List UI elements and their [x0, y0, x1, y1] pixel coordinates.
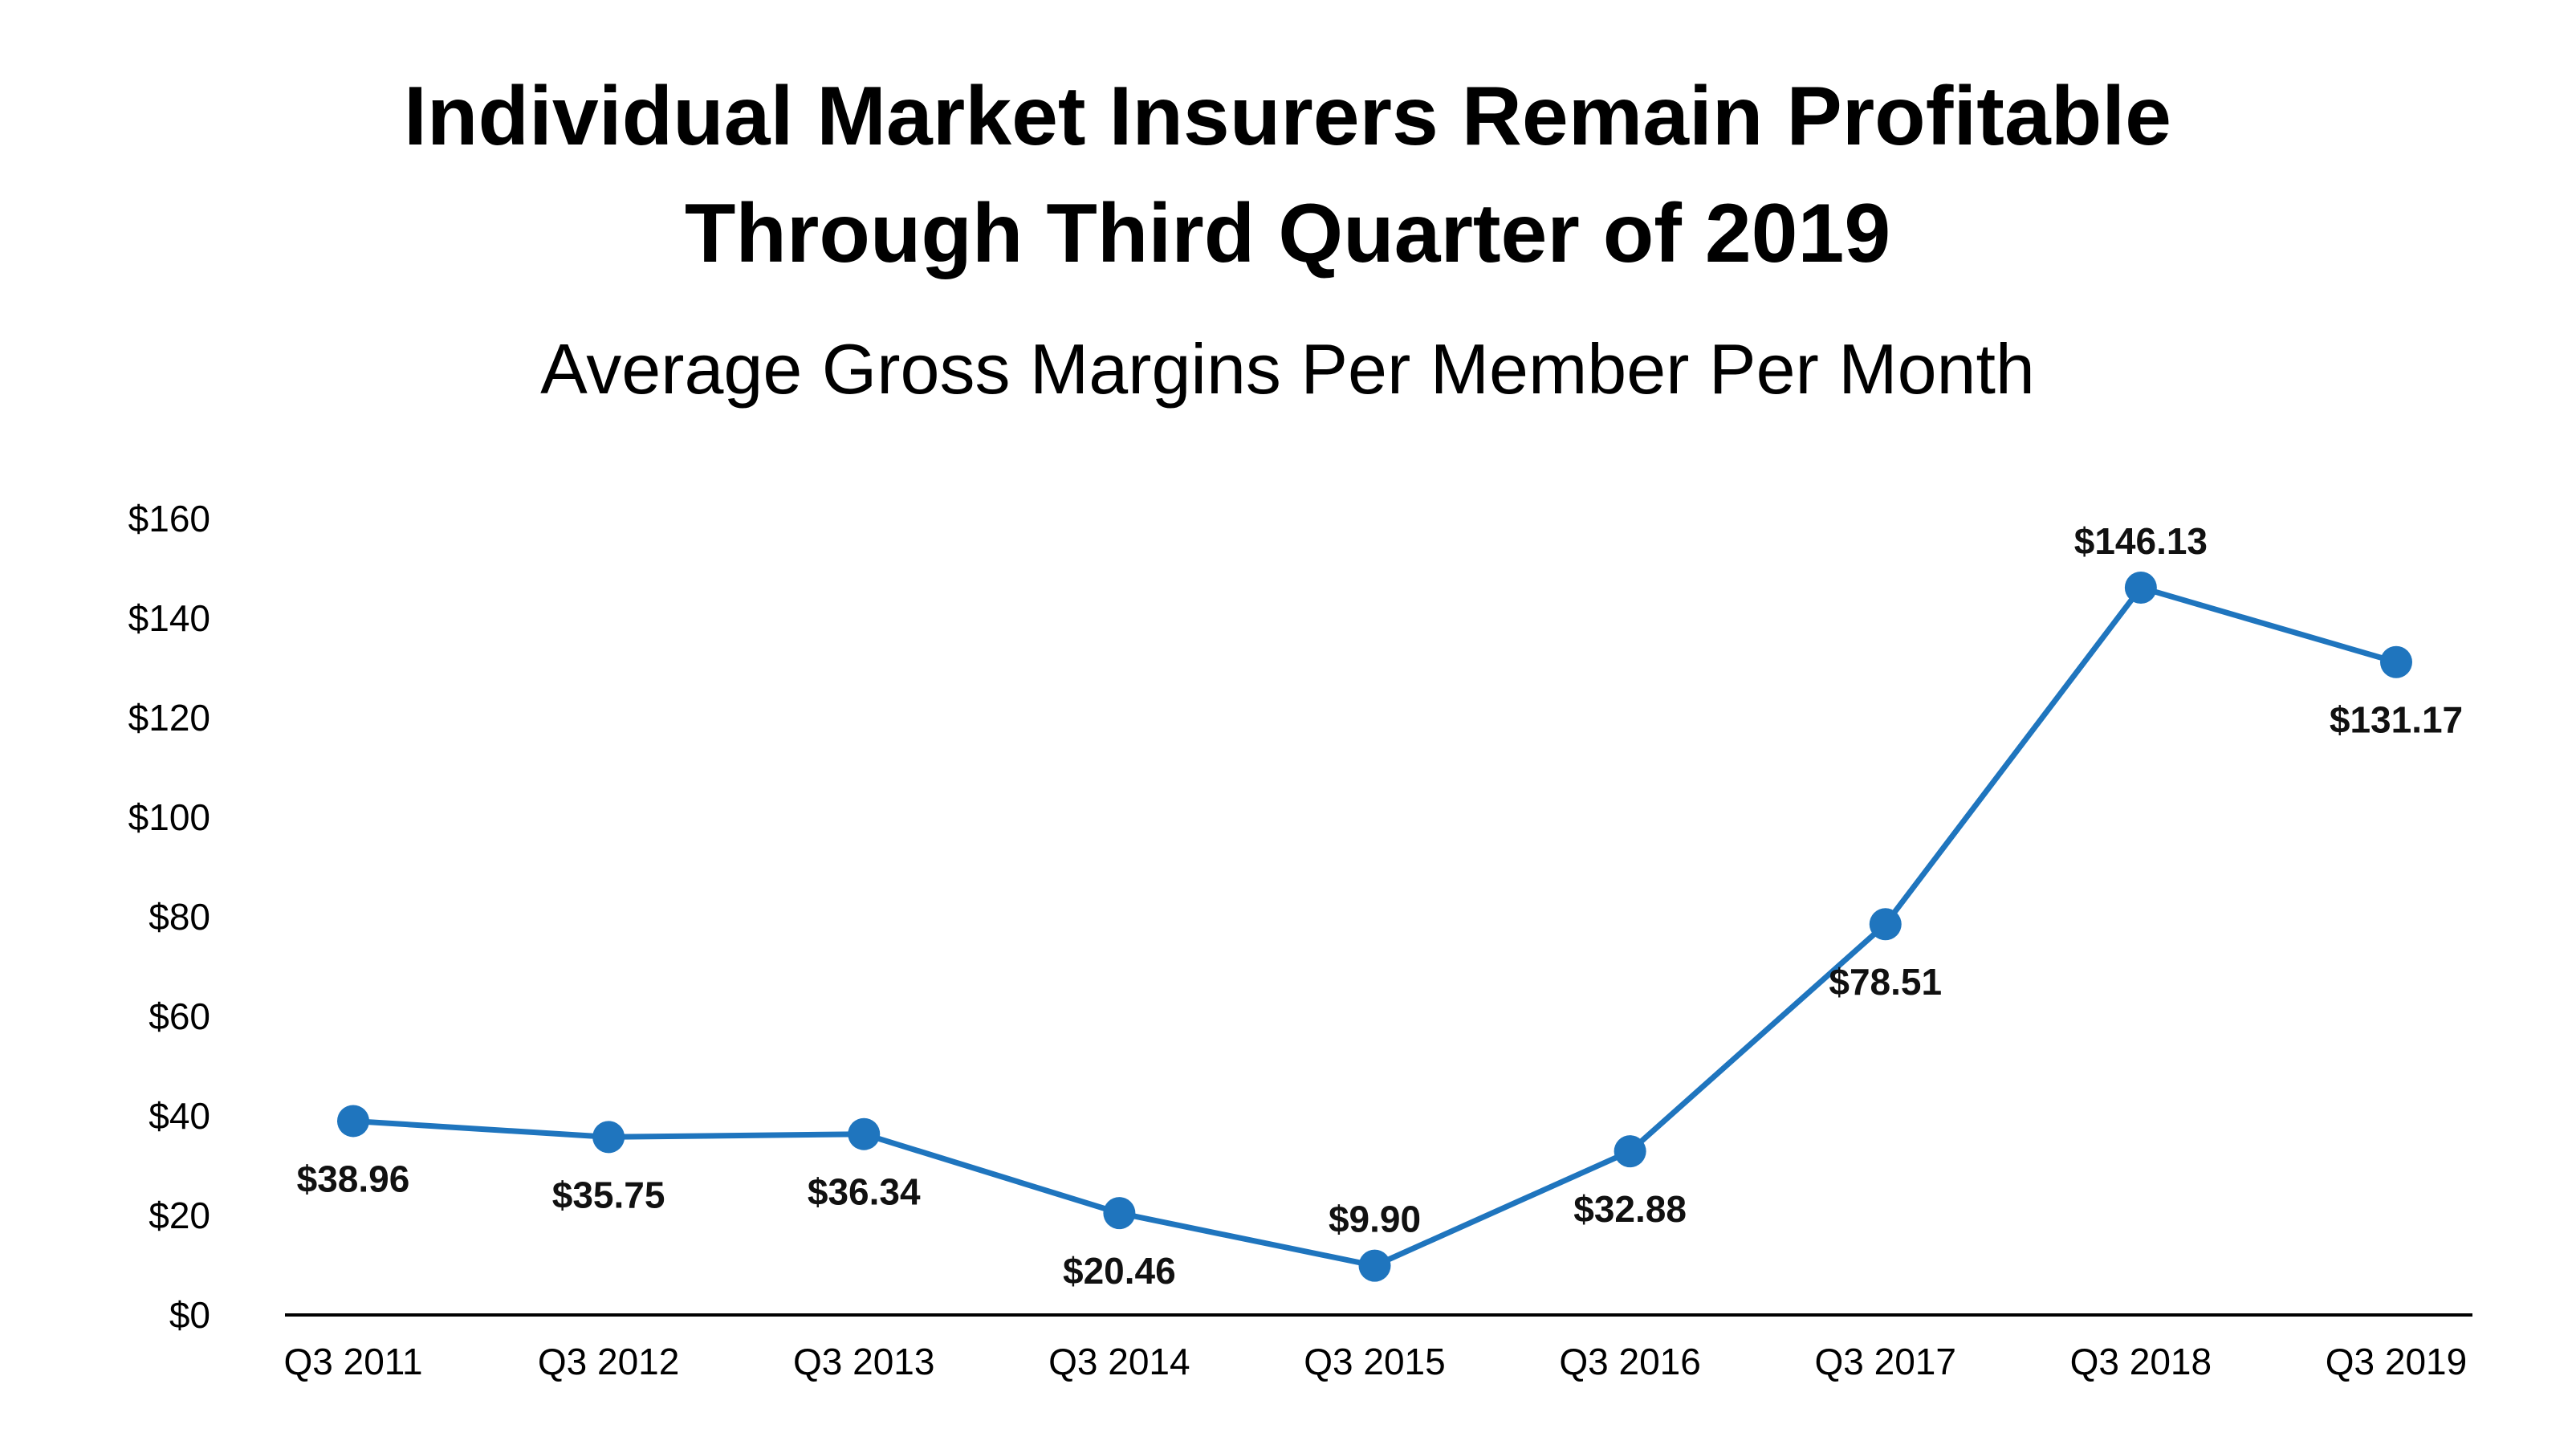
data-label: $35.75: [552, 1174, 665, 1215]
x-axis-ticks: Q3 2011 Q3 2012 Q3 2013 Q3 2014 Q3 2015 Q3 20…: [283, 1341, 2467, 1382]
data-point: [1103, 1197, 1136, 1230]
data-label: $78.51: [1829, 961, 1942, 1003]
data-point: [592, 1121, 625, 1154]
x-tick-label: Q3 2014: [1048, 1341, 1190, 1382]
data-points: [337, 571, 2412, 1282]
data-label: $32.88: [1573, 1188, 1687, 1230]
x-tick-label: Q3 2016: [1559, 1341, 1700, 1382]
y-tick-label: $0: [169, 1294, 210, 1336]
data-point: [2124, 571, 2157, 604]
data-point: [1614, 1135, 1646, 1168]
data-labels: $38.96 $35.75 $36.34 $20.46 $9.90 $32.88 $78.5…: [297, 520, 2463, 1292]
y-tick-label: $20: [149, 1195, 210, 1236]
x-tick-label: Q3 2011: [283, 1341, 422, 1382]
data-label: $38.96: [297, 1158, 410, 1199]
y-tick-label: $160: [128, 498, 210, 539]
data-label: $131.17: [2330, 699, 2463, 741]
chart-title-line-2: Through Third Quarter of 2019: [685, 187, 1890, 280]
y-tick-label: $40: [149, 1095, 210, 1137]
x-tick-label: Q3 2018: [2070, 1341, 2212, 1382]
data-point: [848, 1117, 881, 1150]
chart-title-line-1: Individual Market Insurers Remain Profit…: [404, 70, 2171, 163]
chart-subtitle: Average Gross Margins Per Member Per Mon…: [540, 329, 2035, 409]
x-tick-label: Q3 2015: [1304, 1341, 1445, 1382]
data-label: $36.34: [808, 1171, 921, 1213]
y-tick-label: $80: [149, 896, 210, 938]
y-tick-label: $120: [128, 697, 210, 739]
y-tick-label: $140: [128, 597, 210, 639]
series-line: [352, 584, 2397, 1269]
data-label: $146.13: [2074, 520, 2208, 562]
y-tick-label: $60: [149, 995, 210, 1037]
data-label: $20.46: [1063, 1250, 1176, 1292]
data-point: [1869, 908, 1902, 941]
x-tick-label: Q3 2013: [793, 1341, 934, 1382]
data-point: [1358, 1249, 1391, 1282]
x-tick-label: Q3 2019: [2326, 1341, 2467, 1382]
y-axis-ticks: $0 $20 $40 $60 $80 $100 $120 $140 $160: [128, 498, 210, 1336]
x-tick-label: Q3 2012: [538, 1341, 679, 1382]
x-tick-label: Q3 2017: [1815, 1341, 1956, 1382]
data-point: [2380, 645, 2412, 678]
data-label: $9.90: [1329, 1199, 1421, 1240]
y-tick-label: $100: [128, 796, 210, 838]
data-point: [337, 1105, 369, 1138]
